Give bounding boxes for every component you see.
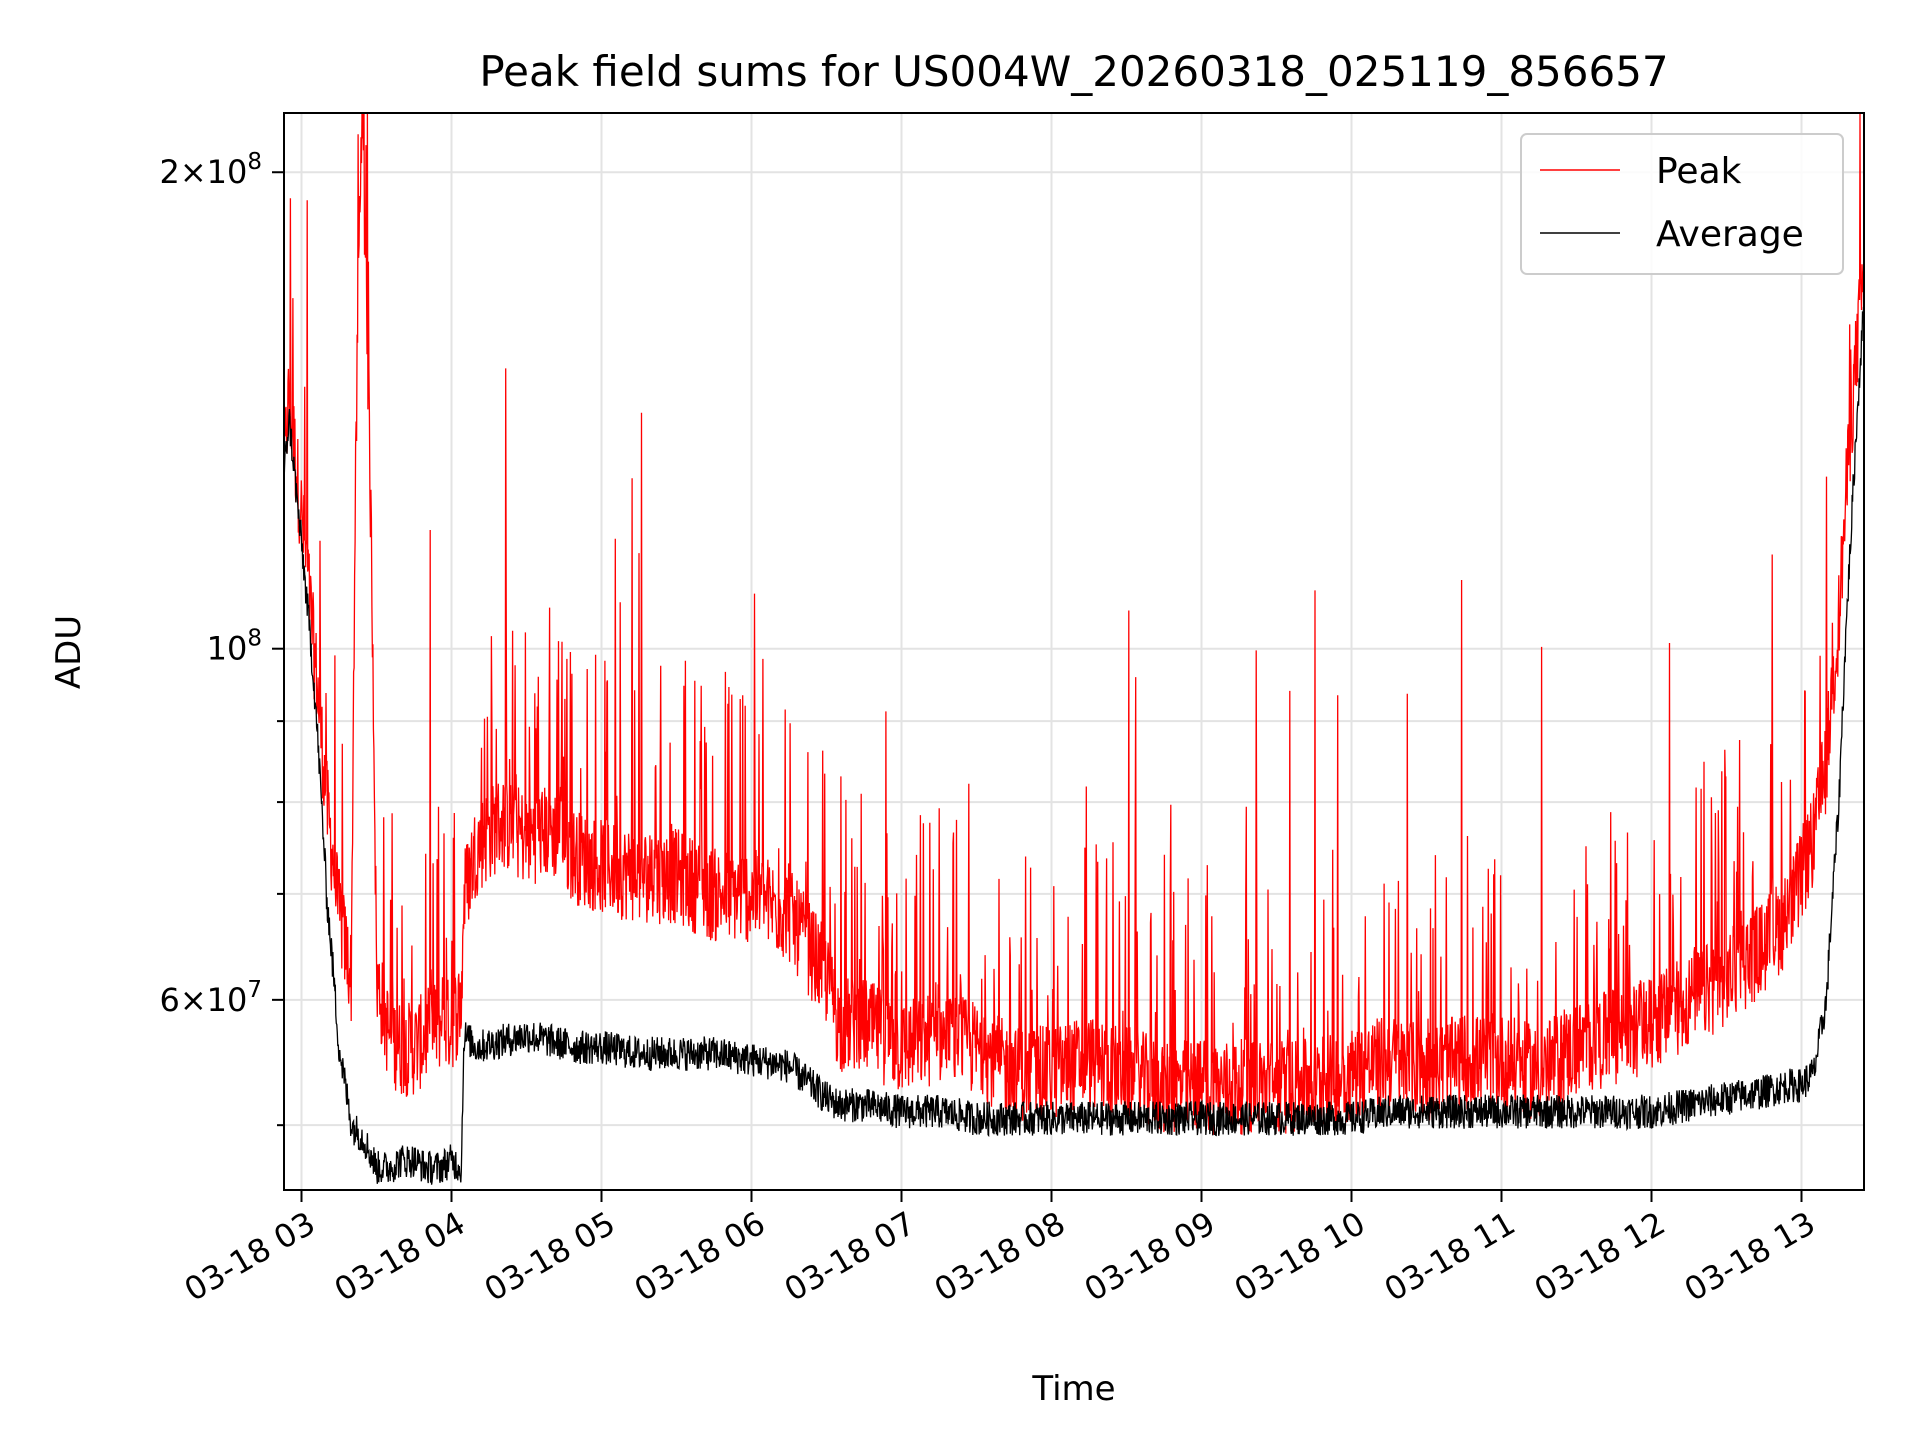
plot-frame <box>283 112 1865 1191</box>
legend-peak-label: Peak <box>1656 151 1742 192</box>
y-axis: 6×107 108 2×108 <box>159 149 284 1127</box>
x-axis-label: Time <box>1031 1369 1115 1409</box>
grid <box>284 113 1864 1190</box>
legend-box <box>1520 133 1844 275</box>
chart-title: Peak field sums for US004W_20260318_0251… <box>479 47 1668 96</box>
y-tick-label: 2×108 <box>159 149 262 191</box>
average-series-line <box>283 306 1865 1185</box>
series-layer <box>283 112 1865 1185</box>
y-tick-label: 6×107 <box>159 977 262 1019</box>
y-tick-label: 108 <box>207 626 262 668</box>
legend-average-label: Average <box>1656 214 1804 255</box>
legend: Peak Average <box>1520 133 1844 275</box>
y-axis-label: ADU <box>49 615 89 689</box>
